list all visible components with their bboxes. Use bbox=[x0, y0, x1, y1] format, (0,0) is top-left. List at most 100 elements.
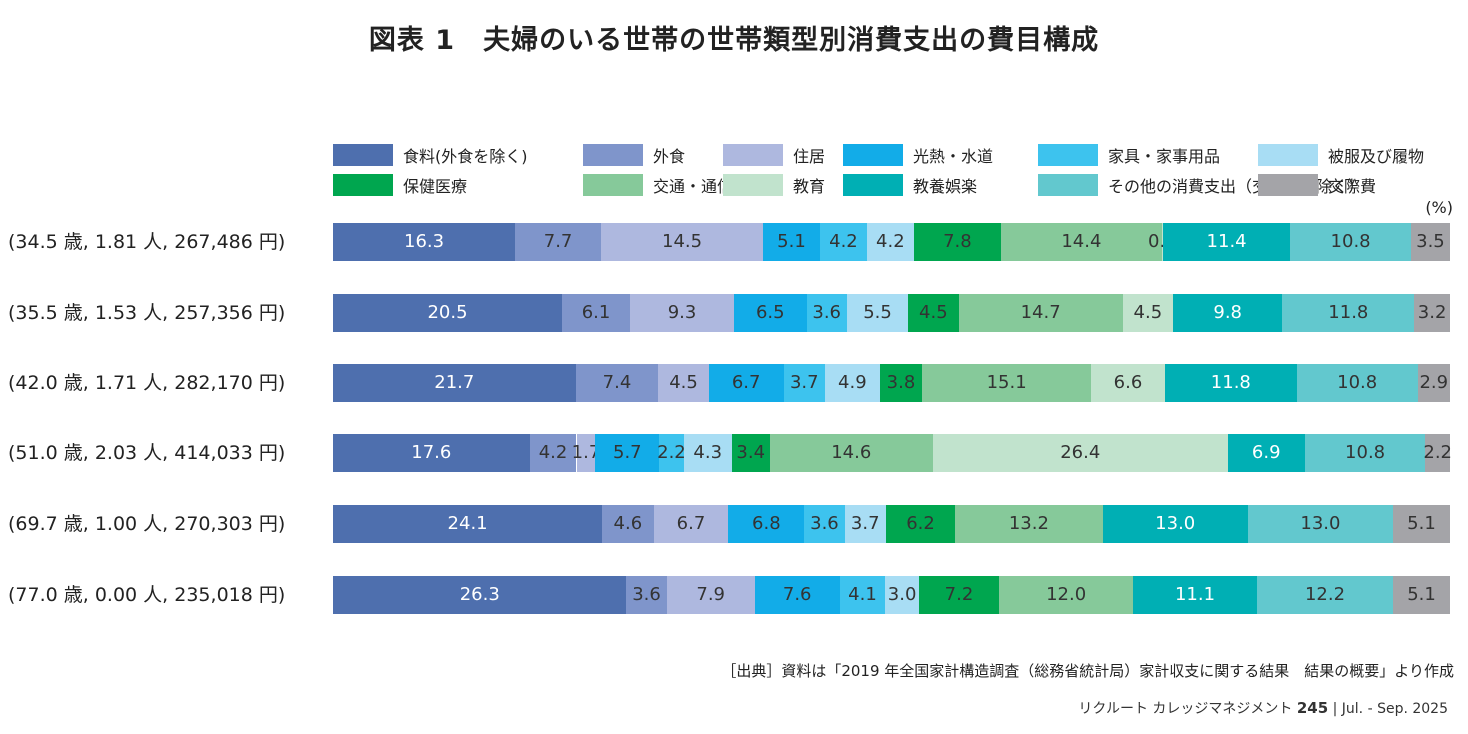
bar-segment: 14.7 bbox=[958, 294, 1123, 332]
bar-segment: 5.1 bbox=[1393, 505, 1450, 543]
stacked-bar: 20.5 6.1 9.3 6.5 3.6 5.5 4.5 14.7 4.5 9.8 11.8 3.2 bbox=[333, 294, 1450, 332]
footer-separator: | bbox=[1332, 701, 1338, 717]
bar-segment: 14.5 bbox=[601, 223, 764, 261]
bar-segment: 6.8 bbox=[728, 505, 805, 543]
bar-segment: 11.4 bbox=[1162, 223, 1291, 261]
legend-label: 教育 bbox=[793, 177, 826, 196]
row-label: (77.0 歳, 0.00 人, 235,018 円) bbox=[8, 584, 286, 606]
bar-segment: 3.7 bbox=[844, 505, 886, 543]
data-label: 4.6 bbox=[613, 513, 643, 534]
stacked-bar: 17.6 4.2 1.7 5.7 2.2 4.3 3.4 14.6 26.4 6.9 10.8 2.2 bbox=[333, 434, 1453, 472]
bar-segment: 7.8 bbox=[913, 223, 1001, 261]
row-label: (51.0 歳, 2.03 人, 414,033 円) bbox=[8, 442, 286, 464]
bar-segment: 11.8 bbox=[1282, 294, 1415, 332]
data-label: 4.2 bbox=[829, 231, 858, 252]
bar-segment: 4.6 bbox=[602, 505, 654, 543]
data-label: 16.3 bbox=[403, 231, 445, 252]
data-label: 4.5 bbox=[919, 302, 948, 323]
bar-segment: 10.8 bbox=[1304, 434, 1426, 472]
legend-swatch bbox=[723, 144, 783, 166]
bar-segment: 17.6 bbox=[333, 434, 530, 472]
bar-segment: 21.7 bbox=[333, 364, 576, 402]
bar-segment: 11.1 bbox=[1133, 576, 1257, 614]
data-label: 6.8 bbox=[752, 513, 781, 534]
legend-swatch bbox=[333, 144, 393, 166]
data-label: 4.3 bbox=[693, 442, 723, 463]
data-label: 2.2 bbox=[1423, 442, 1453, 463]
data-label: 13.0 bbox=[1300, 513, 1341, 534]
data-label: 6.7 bbox=[731, 372, 761, 393]
legend-label: 交際費 bbox=[1328, 177, 1377, 196]
data-label: 14.4 bbox=[1061, 231, 1102, 252]
bar-segment: 7.2 bbox=[918, 576, 1000, 614]
data-label: 13.0 bbox=[1155, 513, 1196, 534]
bar-segment: 3.4 bbox=[731, 434, 770, 472]
data-label: 4.9 bbox=[838, 372, 867, 393]
data-label: 20.5 bbox=[427, 302, 468, 323]
data-label: 7.8 bbox=[943, 231, 972, 252]
legend-row: 食料(外食を除く) 外食 住居 光熱・水道 家具・家事用品 被服及び履物 bbox=[333, 142, 1458, 172]
bar-segment: 14.6 bbox=[769, 434, 933, 472]
bar-segment: 4.3 bbox=[683, 434, 732, 472]
data-label: 5.1 bbox=[777, 231, 806, 252]
legend-item: 教育 bbox=[723, 172, 825, 198]
bar-segment: 13.0 bbox=[1247, 505, 1394, 543]
bar-segment: 3.6 bbox=[626, 576, 667, 614]
bar-segment: 6.5 bbox=[734, 294, 807, 332]
legend-item: 家具・家事用品 bbox=[1038, 142, 1220, 168]
bar-segment: 7.4 bbox=[575, 364, 659, 402]
legend-swatch bbox=[1038, 144, 1098, 166]
legend-item: 交際費 bbox=[1258, 172, 1376, 198]
data-label: 3.8 bbox=[886, 372, 916, 393]
bar-segment: 3.6 bbox=[804, 505, 845, 543]
bar-segment: 4.2 bbox=[820, 223, 867, 261]
chart-title: 図表 1 夫婦のいる世帯の世帯類型別消費支出の費目構成 bbox=[368, 25, 1100, 56]
legend-label: 保健医療 bbox=[403, 177, 468, 196]
bar-segment: 14.4 bbox=[1000, 223, 1162, 261]
legend-swatch bbox=[583, 144, 643, 166]
data-label: 2.9 bbox=[1419, 372, 1449, 393]
data-label: 3.5 bbox=[1416, 231, 1445, 252]
legend-label: 外食 bbox=[653, 147, 686, 166]
issue-date: Jul. - Sep. 2025 bbox=[1341, 701, 1448, 717]
stacked-bar: 21.7 7.4 4.5 6.7 3.7 4.9 3.8 15.1 6.6 11.8 10.8 2.9 bbox=[333, 364, 1450, 402]
bar-segment: 10.8 bbox=[1296, 364, 1418, 402]
unit-label: (%) bbox=[1425, 198, 1453, 217]
bar-segment: 15.1 bbox=[922, 364, 1092, 402]
legend-item: 教養娯楽 bbox=[843, 172, 977, 198]
data-label: 7.4 bbox=[602, 372, 632, 393]
bar-segment: 4.5 bbox=[658, 364, 709, 402]
data-label: 11.8 bbox=[1210, 372, 1251, 393]
stacked-bar: 16.37.714.55.14.24.27.814.40.111.410.83.… bbox=[333, 223, 1450, 261]
bar-segment: 3.0 bbox=[885, 576, 919, 614]
data-label: 10.8 bbox=[1345, 442, 1386, 463]
bar-segment: 13.0 bbox=[1102, 505, 1248, 543]
data-label: 5.1 bbox=[1407, 584, 1436, 605]
bar-segment: 6.7 bbox=[708, 364, 784, 402]
page-footer: リクルート カレッジマネジメント 245 | Jul. - Sep. 2025 bbox=[1078, 698, 1448, 718]
bar-segment: 6.9 bbox=[1227, 434, 1305, 472]
data-label: 11.4 bbox=[1206, 231, 1247, 252]
bar-segment: 4.2 bbox=[529, 434, 577, 472]
data-label: 3.0 bbox=[887, 584, 917, 605]
row-label: (35.5 歳, 1.53 人, 257,356 円) bbox=[8, 302, 286, 324]
data-label: 6.1 bbox=[581, 302, 611, 323]
data-label: 21.7 bbox=[434, 372, 475, 393]
data-label: 17.6 bbox=[411, 442, 452, 463]
data-label: 15.1 bbox=[986, 372, 1027, 393]
data-label: 3.6 bbox=[812, 302, 842, 323]
data-label: 26.4 bbox=[1060, 442, 1101, 463]
bar-segment: 7.9 bbox=[666, 576, 755, 614]
bar-segment: 4.5 bbox=[908, 294, 959, 332]
legend-label: 交通・通信 bbox=[653, 177, 734, 196]
source-note: ［出典］資料は「2019 年全国家計構造調査（総務省統計局）家計収支に関する結果… bbox=[721, 662, 1454, 680]
legend-item: 被服及び履物 bbox=[1258, 142, 1424, 168]
legend-item: 外食 bbox=[583, 142, 685, 168]
data-label: 10.8 bbox=[1337, 372, 1378, 393]
bar-segment: 3.8 bbox=[879, 364, 923, 402]
bar-segment: 2.2 bbox=[1423, 434, 1453, 472]
legend-item: 保健医療 bbox=[333, 172, 467, 198]
data-label: 5.1 bbox=[1407, 513, 1436, 534]
data-label: 4.2 bbox=[538, 442, 568, 463]
data-label: 11.8 bbox=[1328, 302, 1369, 323]
